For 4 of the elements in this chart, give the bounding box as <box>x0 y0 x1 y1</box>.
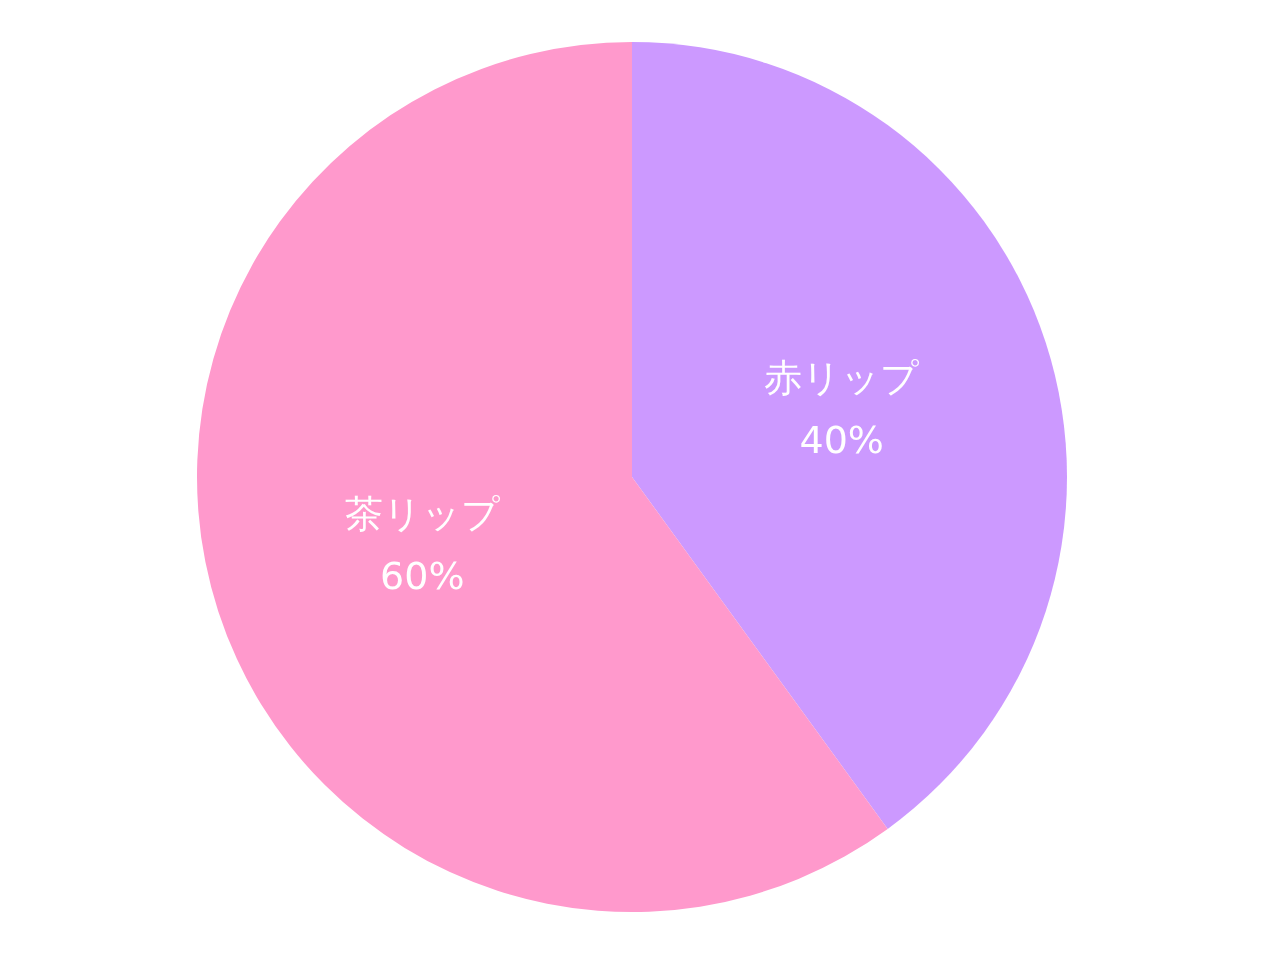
slice-label: 赤リップ <box>764 355 920 400</box>
slice-label: 茶リップ <box>344 492 500 537</box>
data-label: 60% <box>380 554 465 599</box>
data-label: 40% <box>799 417 884 462</box>
